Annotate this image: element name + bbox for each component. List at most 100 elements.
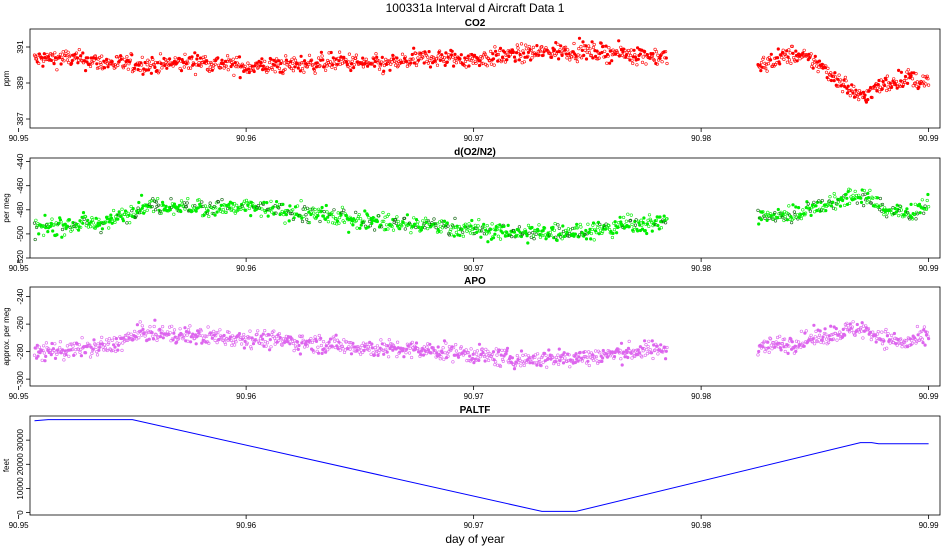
data-point (231, 57, 235, 61)
data-point (203, 204, 207, 208)
data-point (871, 330, 875, 334)
data-point (632, 48, 636, 52)
data-point (317, 351, 321, 355)
data-point (445, 221, 449, 225)
data-point (391, 228, 396, 232)
data-point (803, 331, 807, 335)
data-point (97, 345, 102, 349)
data-point (110, 338, 114, 343)
data-point (400, 52, 405, 56)
data-point (486, 349, 490, 354)
data-point (151, 209, 156, 214)
data-point (920, 337, 924, 341)
data-point (241, 206, 245, 210)
data-point (95, 353, 100, 357)
data-point (228, 206, 232, 210)
data-point (758, 63, 762, 67)
data-point (255, 332, 259, 336)
data-point (853, 189, 857, 193)
data-point (853, 333, 857, 337)
data-point (601, 348, 605, 353)
data-point (843, 333, 847, 337)
data-point (777, 212, 781, 216)
data-point (413, 222, 417, 226)
data-point (385, 350, 389, 354)
data-point (123, 333, 128, 338)
data-point (184, 205, 188, 209)
data-point (44, 226, 48, 230)
y-tick-label: 391 (16, 40, 25, 54)
data-point (451, 360, 455, 364)
data-point (404, 351, 408, 355)
data-point (79, 58, 83, 62)
data-point (915, 324, 920, 329)
data-point (80, 336, 84, 340)
data-point (128, 337, 132, 341)
data-point (43, 213, 47, 217)
data-point (396, 64, 400, 68)
data-point (505, 346, 510, 350)
data-point (757, 222, 761, 226)
data-point (575, 56, 579, 60)
data-point (644, 343, 648, 347)
data-point (249, 345, 253, 349)
data-point (869, 338, 873, 342)
data-point (501, 357, 505, 362)
data-point (372, 57, 376, 61)
data-point (181, 337, 185, 341)
data-point (649, 220, 654, 224)
data-point (873, 333, 878, 338)
data-point (66, 50, 70, 54)
data-point (870, 95, 874, 100)
data-point (359, 223, 363, 227)
data-point (452, 64, 456, 68)
data-point (407, 351, 412, 355)
data-point (90, 351, 94, 356)
data-point (186, 339, 190, 343)
data-point (145, 63, 149, 67)
data-point (168, 57, 172, 61)
data-point (600, 359, 604, 364)
data-point (298, 352, 303, 356)
data-point (855, 322, 859, 327)
data-point (761, 55, 766, 59)
data-point (117, 59, 121, 64)
data-point (878, 196, 883, 201)
data-point (771, 217, 776, 221)
data-point (517, 49, 521, 53)
data-point (64, 352, 68, 357)
data-point (424, 51, 428, 56)
data-point (810, 339, 814, 343)
data-point (890, 337, 894, 341)
data-point (494, 49, 498, 53)
data-point (565, 56, 569, 60)
data-point (294, 346, 298, 350)
data-point (222, 333, 226, 338)
data-point (44, 223, 49, 227)
data-point (620, 53, 624, 58)
data-point (866, 327, 871, 331)
data-point (759, 218, 764, 222)
y-tick-label: 30000 (16, 428, 25, 451)
data-point (382, 342, 387, 346)
data-point (375, 344, 380, 348)
data-point (483, 52, 487, 56)
data-point (188, 324, 192, 328)
plot-frame (29, 28, 941, 129)
data-point (442, 219, 447, 223)
data-point (116, 63, 120, 67)
data-point (42, 52, 46, 56)
data-point (645, 352, 650, 356)
data-point (839, 332, 843, 336)
data-point (489, 227, 493, 231)
data-point (780, 55, 784, 60)
data-point (442, 339, 447, 343)
data-point (658, 215, 662, 219)
data-point (218, 328, 222, 332)
data-point (86, 341, 90, 345)
data-point (426, 61, 431, 65)
data-point (298, 214, 303, 218)
data-point (443, 351, 447, 355)
data-point (859, 200, 864, 204)
data-point (537, 223, 541, 227)
